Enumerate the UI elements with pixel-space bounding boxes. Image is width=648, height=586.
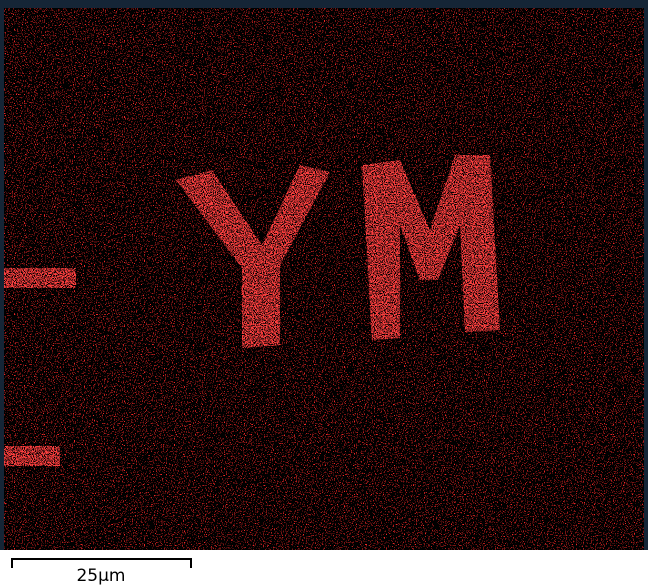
marker-upper — [4, 268, 76, 288]
page: 25μm (() => { const data = JSON.parse(do… — [0, 0, 648, 586]
noise-layer — [4, 8, 644, 550]
micrograph-view: 25μm — [0, 0, 648, 586]
scale-bar: 25μm — [12, 559, 191, 586]
marker-lower — [4, 446, 60, 466]
scale-bar-label: 25μm — [76, 566, 125, 586]
